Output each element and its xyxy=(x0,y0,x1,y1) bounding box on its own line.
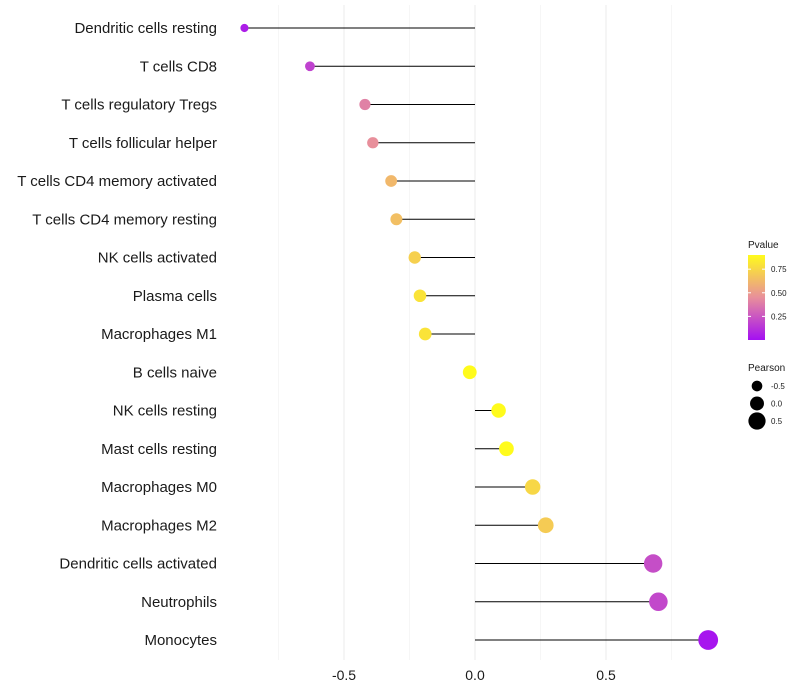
lollipop-point xyxy=(418,327,432,341)
size-legend-label: 0.0 xyxy=(771,400,783,409)
legend: Pvalue 0.25 0.50 0.75 Pearson -0.5 0.0 0.5 xyxy=(748,240,787,430)
y-tick-label: T cells follicular helper xyxy=(69,135,217,152)
lollipop-point xyxy=(649,592,668,612)
lollipop-point xyxy=(524,479,541,495)
lollipop-point xyxy=(413,289,427,303)
lollipop-point xyxy=(408,251,421,264)
lollipop-point xyxy=(240,23,249,33)
lollipop-point xyxy=(499,441,514,457)
y-tick-label: T cells regulatory Tregs xyxy=(61,97,217,114)
lollipop-point xyxy=(385,175,398,187)
x-tick-label: 0.0 xyxy=(465,667,485,683)
size-legend-title: Pearson xyxy=(748,363,785,374)
y-tick-label: B cells naive xyxy=(133,364,217,381)
grid-layer xyxy=(278,5,672,660)
y-axis-labels: Dendritic cells resting T cells CD8 T cell… xyxy=(17,20,217,649)
y-tick-label: Dendritic cells activated xyxy=(59,556,217,573)
y-tick-label: T cells CD8 xyxy=(140,58,217,75)
y-tick-label: T cells CD4 memory resting xyxy=(32,211,217,228)
color-tick-label: 0.25 xyxy=(771,312,787,321)
color-legend-ticks: 0.25 0.50 0.75 xyxy=(748,265,787,321)
y-tick-label: Macrophages M1 xyxy=(101,326,217,343)
size-legend-point xyxy=(748,412,766,430)
lollipop-point xyxy=(698,630,719,650)
y-tick-label: NK cells activated xyxy=(98,250,217,267)
y-tick-label: Macrophages M2 xyxy=(101,517,217,534)
x-axis-ticks: -0.5 0.0 0.5 xyxy=(332,667,616,683)
lollipop-point xyxy=(491,403,506,418)
lollipop-point xyxy=(359,98,371,111)
size-legend-point xyxy=(750,396,764,411)
lollipop-point xyxy=(305,61,315,72)
color-bar xyxy=(748,255,765,340)
y-tick-label: Plasma cells xyxy=(133,288,217,305)
y-tick-label: Dendritic cells resting xyxy=(74,20,217,37)
y-tick-label: NK cells resting xyxy=(113,403,217,420)
size-legend-label: -0.5 xyxy=(771,382,785,391)
y-tick-label: Neutrophils xyxy=(141,594,217,611)
y-tick-label: Mast cells resting xyxy=(101,441,217,458)
point-layer xyxy=(240,23,719,650)
size-legend-items: -0.5 0.0 0.5 xyxy=(748,380,785,430)
lollipop-point xyxy=(367,137,379,149)
color-tick-label: 0.75 xyxy=(771,265,787,274)
stem-layer xyxy=(244,27,709,641)
lollipop-point xyxy=(537,517,554,534)
x-tick-label: -0.5 xyxy=(332,667,356,683)
lollipop-point xyxy=(462,365,477,380)
y-tick-label: Monocytes xyxy=(144,632,217,649)
x-tick-label: 0.5 xyxy=(596,667,616,683)
lollipop-point xyxy=(643,554,663,573)
lollipop-point xyxy=(390,213,403,226)
y-tick-label: Macrophages M0 xyxy=(101,479,217,496)
y-tick-label: T cells CD4 memory activated xyxy=(17,173,217,190)
size-legend-label: 0.5 xyxy=(771,417,783,426)
size-legend-point xyxy=(751,380,763,392)
color-tick-label: 0.50 xyxy=(771,289,787,298)
color-legend-title: Pvalue xyxy=(748,240,779,251)
